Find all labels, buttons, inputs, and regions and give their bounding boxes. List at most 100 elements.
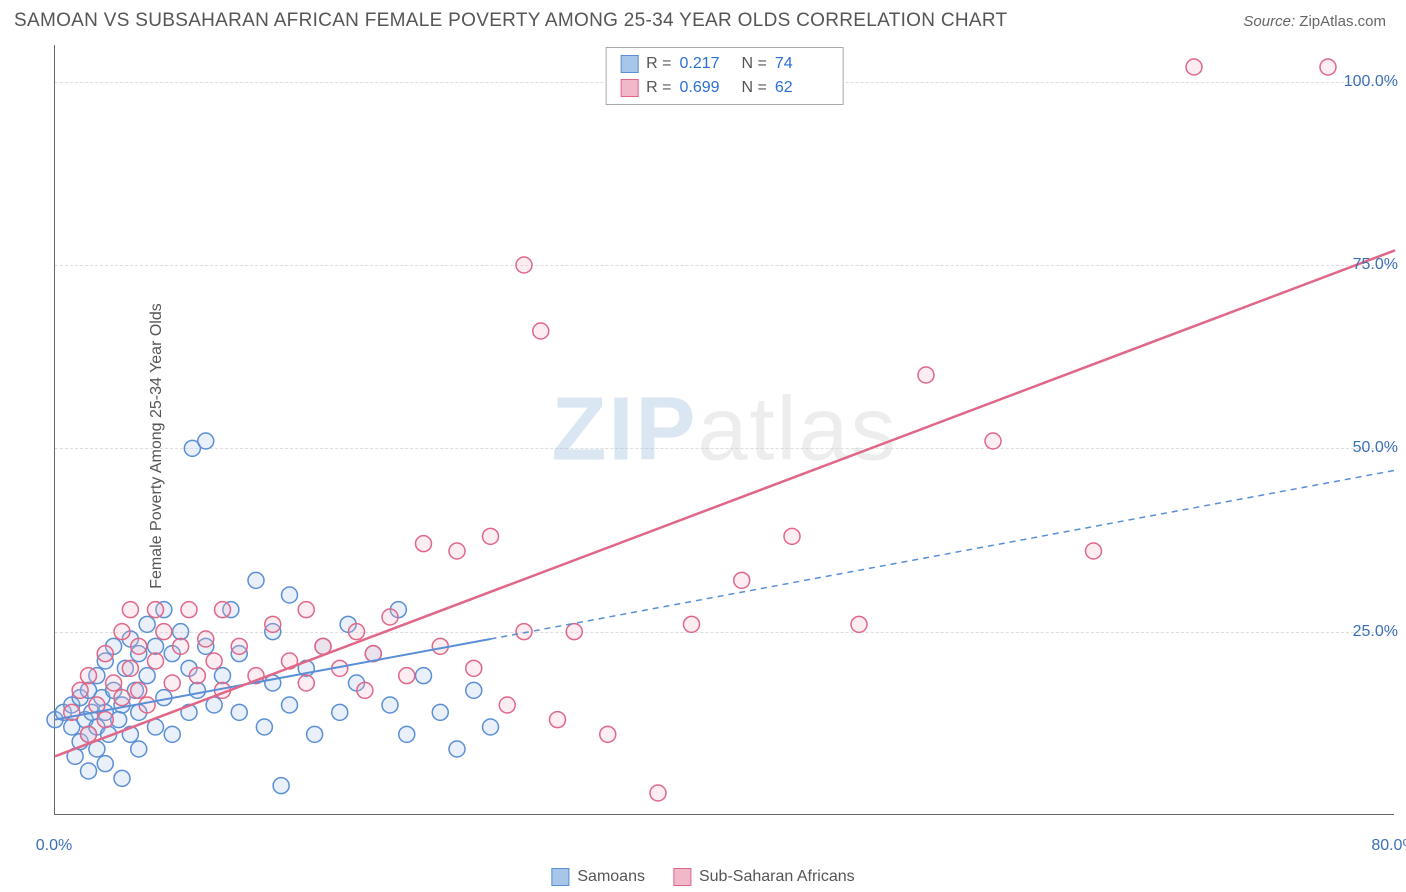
scatter-point (265, 616, 281, 632)
stats-r-value: 0.699 (680, 76, 734, 100)
scatter-point (231, 704, 247, 720)
scatter-point (131, 682, 147, 698)
scatter-point (139, 668, 155, 684)
scatter-point (97, 756, 113, 772)
scatter-point (215, 602, 231, 618)
scatter-point (466, 660, 482, 676)
y-tick-label: 50.0% (1353, 439, 1398, 457)
scatter-point (148, 638, 164, 654)
scatter-point (131, 638, 147, 654)
scatter-point (650, 785, 666, 801)
scatter-point (851, 616, 867, 632)
stats-r-label: R = (646, 52, 671, 76)
scatter-point (382, 697, 398, 713)
legend-swatch (551, 868, 569, 886)
scatter-point (248, 572, 264, 588)
scatter-point (298, 602, 314, 618)
chart-title: SAMOAN VS SUBSAHARAN AFRICAN FEMALE POVE… (14, 10, 1007, 32)
scatter-point (148, 602, 164, 618)
chart-area: ZIPatlas R =0.217N =74R =0.699N =62 (54, 45, 1394, 815)
scatter-point (566, 624, 582, 640)
stats-row: R =0.699N =62 (620, 76, 829, 100)
source-label: Source: (1243, 13, 1295, 30)
scatter-point (282, 587, 298, 603)
scatter-point (985, 433, 1001, 449)
legend: Samoans Sub-Saharan Africans (551, 868, 854, 886)
scatter-point (114, 770, 130, 786)
trend-line (55, 250, 1395, 756)
scatter-point (382, 609, 398, 625)
scatter-point (399, 726, 415, 742)
scatter-point (256, 719, 272, 735)
scatter-point (231, 638, 247, 654)
scatter-point (189, 682, 205, 698)
legend-label: Samoans (577, 868, 645, 886)
legend-item: Samoans (551, 868, 645, 886)
scatter-point (357, 682, 373, 698)
stats-swatch (620, 55, 638, 73)
scatter-point (273, 778, 289, 794)
stats-box: R =0.217N =74R =0.699N =62 (605, 47, 844, 105)
scatter-point (198, 631, 214, 647)
scatter-point (684, 616, 700, 632)
scatter-point (215, 668, 231, 684)
scatter-point (466, 682, 482, 698)
scatter-point (173, 624, 189, 640)
y-tick-label: 25.0% (1353, 623, 1398, 641)
scatter-point (189, 668, 205, 684)
scatter-point (516, 257, 532, 273)
scatter-point (148, 653, 164, 669)
stats-r-value: 0.217 (680, 52, 734, 76)
scatter-point (122, 602, 138, 618)
scatter-point (307, 726, 323, 742)
scatter-point (81, 763, 97, 779)
stats-swatch (620, 79, 638, 97)
scatter-point (114, 624, 130, 640)
scatter-plot (55, 45, 1394, 814)
scatter-point (282, 697, 298, 713)
scatter-point (349, 624, 365, 640)
scatter-point (97, 712, 113, 728)
stats-n-label: N = (742, 76, 767, 100)
y-tick-label: 100.0% (1344, 73, 1398, 91)
source: Source: ZipAtlas.com (1243, 13, 1386, 30)
y-tick-label: 75.0% (1353, 256, 1398, 274)
scatter-point (483, 719, 499, 735)
scatter-point (550, 712, 566, 728)
scatter-point (432, 704, 448, 720)
scatter-point (206, 653, 222, 669)
scatter-point (1086, 543, 1102, 559)
scatter-point (332, 704, 348, 720)
scatter-point (784, 528, 800, 544)
trend-line-ext (491, 470, 1396, 639)
scatter-point (72, 682, 88, 698)
scatter-point (1320, 59, 1336, 75)
legend-label: Sub-Saharan Africans (699, 868, 855, 886)
scatter-point (483, 528, 499, 544)
scatter-point (81, 726, 97, 742)
scatter-point (131, 741, 147, 757)
stats-row: R =0.217N =74 (620, 52, 829, 76)
scatter-point (449, 543, 465, 559)
scatter-point (156, 624, 172, 640)
scatter-point (734, 572, 750, 588)
source-value: ZipAtlas.com (1299, 13, 1386, 30)
scatter-point (114, 690, 130, 706)
scatter-point (139, 616, 155, 632)
scatter-point (516, 624, 532, 640)
scatter-point (181, 602, 197, 618)
stats-n-label: N = (742, 52, 767, 76)
scatter-point (416, 536, 432, 552)
scatter-point (81, 668, 97, 684)
scatter-point (139, 697, 155, 713)
scatter-point (97, 646, 113, 662)
legend-item: Sub-Saharan Africans (673, 868, 855, 886)
scatter-point (298, 675, 314, 691)
scatter-point (164, 726, 180, 742)
scatter-point (499, 697, 515, 713)
x-tick-label: 80.0% (1371, 837, 1406, 855)
scatter-point (533, 323, 549, 339)
scatter-point (198, 433, 214, 449)
scatter-point (600, 726, 616, 742)
scatter-point (918, 367, 934, 383)
